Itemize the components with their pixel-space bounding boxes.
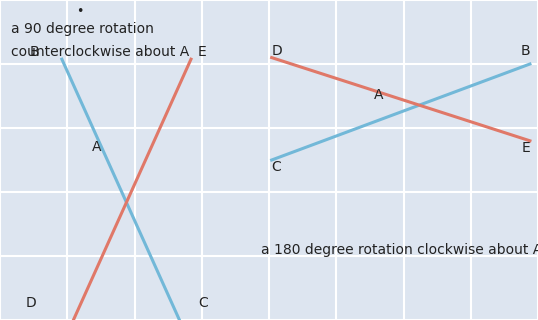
Text: A: A — [374, 88, 384, 102]
Text: D: D — [272, 44, 282, 58]
Text: B: B — [30, 45, 39, 59]
Text: a 90 degree rotation: a 90 degree rotation — [11, 22, 154, 36]
Text: E: E — [521, 141, 530, 155]
Text: A: A — [91, 140, 101, 154]
Text: E: E — [198, 45, 207, 59]
Text: D: D — [26, 296, 37, 310]
Text: B: B — [520, 44, 530, 58]
Text: C: C — [198, 296, 208, 310]
Text: C: C — [272, 160, 281, 174]
Text: •: • — [76, 5, 83, 18]
Text: a 180 degree rotation clockwise about A: a 180 degree rotation clockwise about A — [261, 243, 538, 257]
Text: counterclockwise about A: counterclockwise about A — [11, 45, 189, 59]
